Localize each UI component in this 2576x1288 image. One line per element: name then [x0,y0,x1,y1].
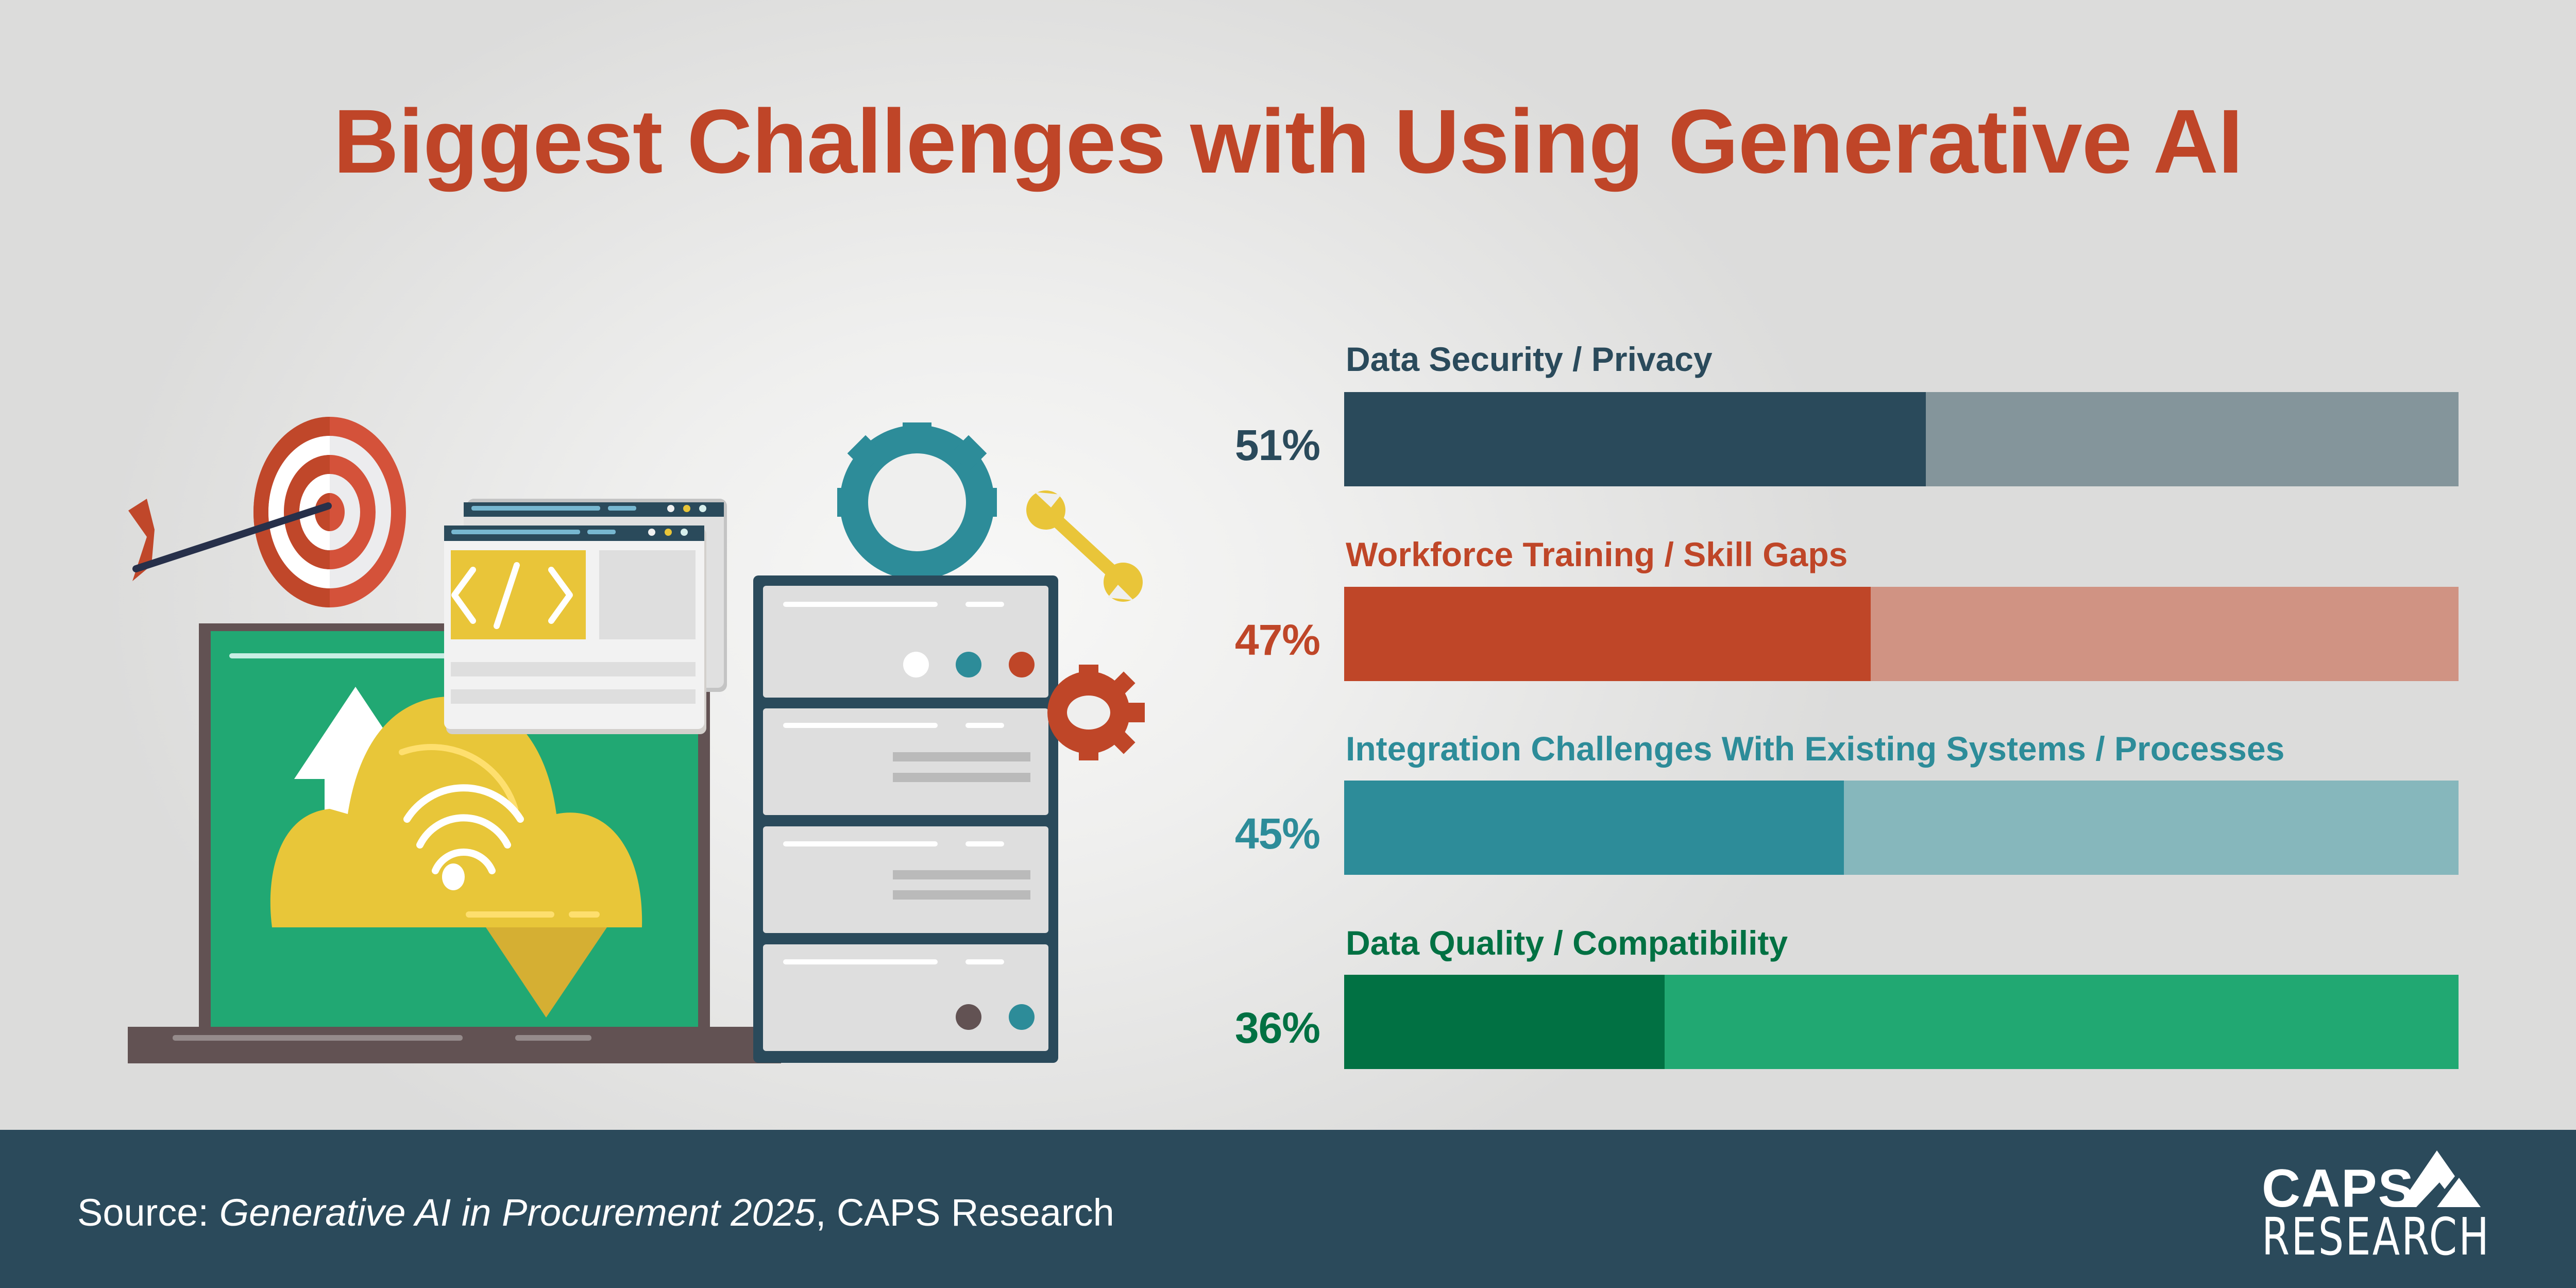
logo-caps-text: CAPS [2262,1159,2415,1218]
percent-label: 36% [1234,1004,1320,1052]
server-rack-icon [753,422,1058,1063]
caps-research-logo: CAPS RESEARCH [2262,1150,2519,1269]
percent-label: 47% [1234,616,1320,664]
category-label: Integration Challenges With Existing Sys… [1346,730,2285,768]
source-prefix: Source: [77,1191,219,1234]
category-label: Workforce Training / Skill Gaps [1346,535,1848,573]
bar-track [1344,392,2459,486]
logo-research-text: RESEARCH [2262,1207,2491,1267]
percent-label: 51% [1234,421,1320,469]
source-title: Generative AI in Procurement 2025 [219,1191,816,1234]
gear-icon [1047,665,1145,760]
cloud-wifi-icon [270,697,642,927]
percent-label: 45% [1234,809,1320,858]
source-suffix: , CAPS Research [815,1191,1114,1234]
wrench-icon [1026,490,1143,602]
category-label: Data Quality / Compatibility [1346,924,1788,962]
category-label: Data Security / Privacy [1346,340,1713,378]
page-title: Biggest Challenges with Using Generative… [333,91,2243,192]
source-citation: Source: Generative AI in Procurement 202… [77,1191,1114,1234]
bar-chart: Data Security / Privacy 51% Workforce Tr… [1234,340,2459,1069]
bar-fill [1344,975,1665,1069]
bar-track [1344,587,2459,681]
bar-track [1344,781,2459,875]
arrow-icon [128,499,332,581]
bar-track [1344,975,2459,1069]
code-window-icon [444,499,727,734]
mountain-icon [2398,1150,2481,1207]
target-icon [253,417,406,607]
gear-icon [837,422,997,582]
bar-fill [1344,781,1844,875]
illustration [128,417,1145,1063]
bar-fill [1344,392,1926,486]
bar-fill [1344,587,1871,681]
footer-band: Source: Generative AI in Procurement 202… [0,1130,2576,1288]
